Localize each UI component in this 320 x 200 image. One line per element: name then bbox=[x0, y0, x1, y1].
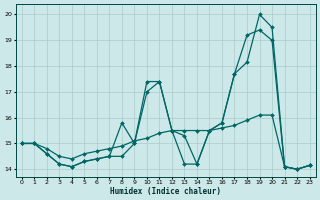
X-axis label: Humidex (Indice chaleur): Humidex (Indice chaleur) bbox=[110, 187, 221, 196]
